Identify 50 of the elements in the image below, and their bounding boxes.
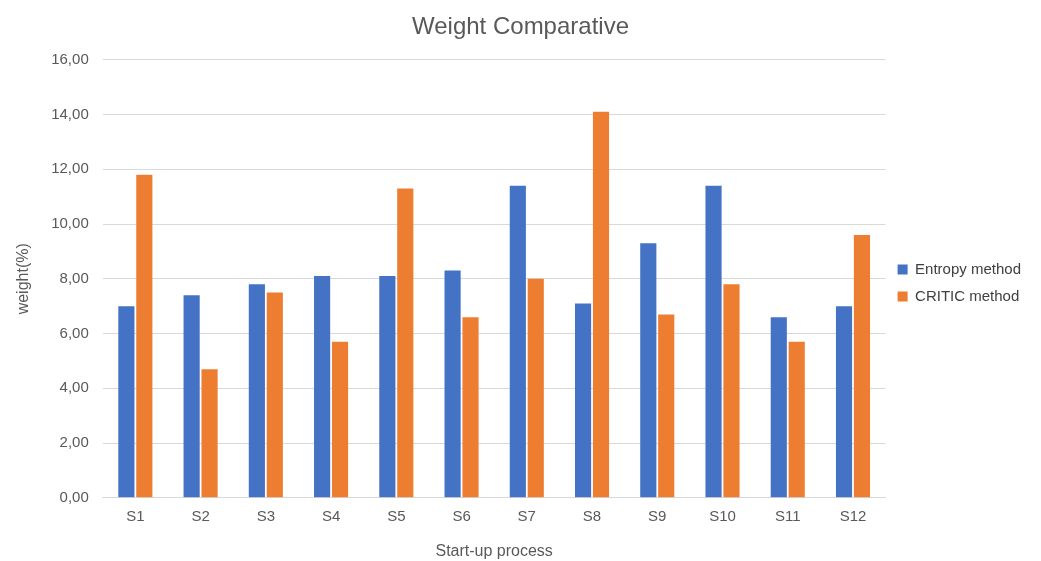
y-tick-label: 10,00 — [51, 214, 89, 232]
bar — [314, 276, 331, 498]
y-tick-label: 8,00 — [59, 268, 89, 286]
x-tick-label: S9 — [648, 506, 667, 524]
y-tick-label: 2,00 — [59, 433, 89, 451]
x-tick-label: S11 — [774, 506, 801, 524]
bar — [462, 317, 479, 498]
y-axis-title: weight(%) — [14, 243, 32, 316]
bar — [592, 111, 610, 498]
x-tick-label: S7 — [517, 506, 536, 524]
x-axis-title: Start-up process — [435, 541, 553, 559]
x-tick-label: S5 — [387, 506, 406, 524]
y-tick-label: 4,00 — [59, 378, 89, 396]
x-tick-label: S6 — [452, 506, 471, 524]
x-tick-label: S2 — [191, 506, 210, 524]
bar — [136, 174, 153, 498]
legend-label: Entropy method — [915, 259, 1022, 277]
bar — [509, 185, 526, 498]
y-tick-label: 6,00 — [59, 323, 89, 341]
bar — [640, 243, 657, 498]
legend-label: CRITIC method — [915, 286, 1020, 304]
chart-title: Weight Comparative — [412, 12, 629, 40]
bar — [444, 270, 461, 498]
bar — [705, 185, 722, 498]
bar — [835, 306, 853, 498]
y-tick-label: 12,00 — [51, 159, 89, 177]
bar — [853, 235, 871, 498]
x-tick-label: S8 — [582, 506, 602, 524]
bar — [266, 292, 283, 498]
bar — [723, 284, 740, 498]
x-tick-label: S10 — [709, 506, 736, 524]
y-tick-label: 0,00 — [59, 487, 89, 505]
bar — [527, 278, 544, 498]
bar — [379, 276, 396, 498]
bar — [397, 188, 414, 498]
bar — [574, 303, 592, 498]
y-tick-label: 16,00 — [51, 49, 89, 67]
x-tick-label: S12 — [839, 506, 867, 524]
y-tick-label: 14,00 — [51, 104, 89, 122]
bar — [788, 341, 805, 498]
bar — [770, 317, 787, 498]
x-tick-label: S1 — [126, 506, 145, 524]
bar — [248, 284, 265, 498]
bar — [118, 306, 135, 498]
bar — [183, 295, 200, 498]
bar — [201, 369, 218, 498]
bar — [331, 341, 349, 498]
x-tick-label: S3 — [256, 506, 276, 524]
x-tick-label: S4 — [321, 506, 341, 524]
bar — [658, 314, 675, 498]
